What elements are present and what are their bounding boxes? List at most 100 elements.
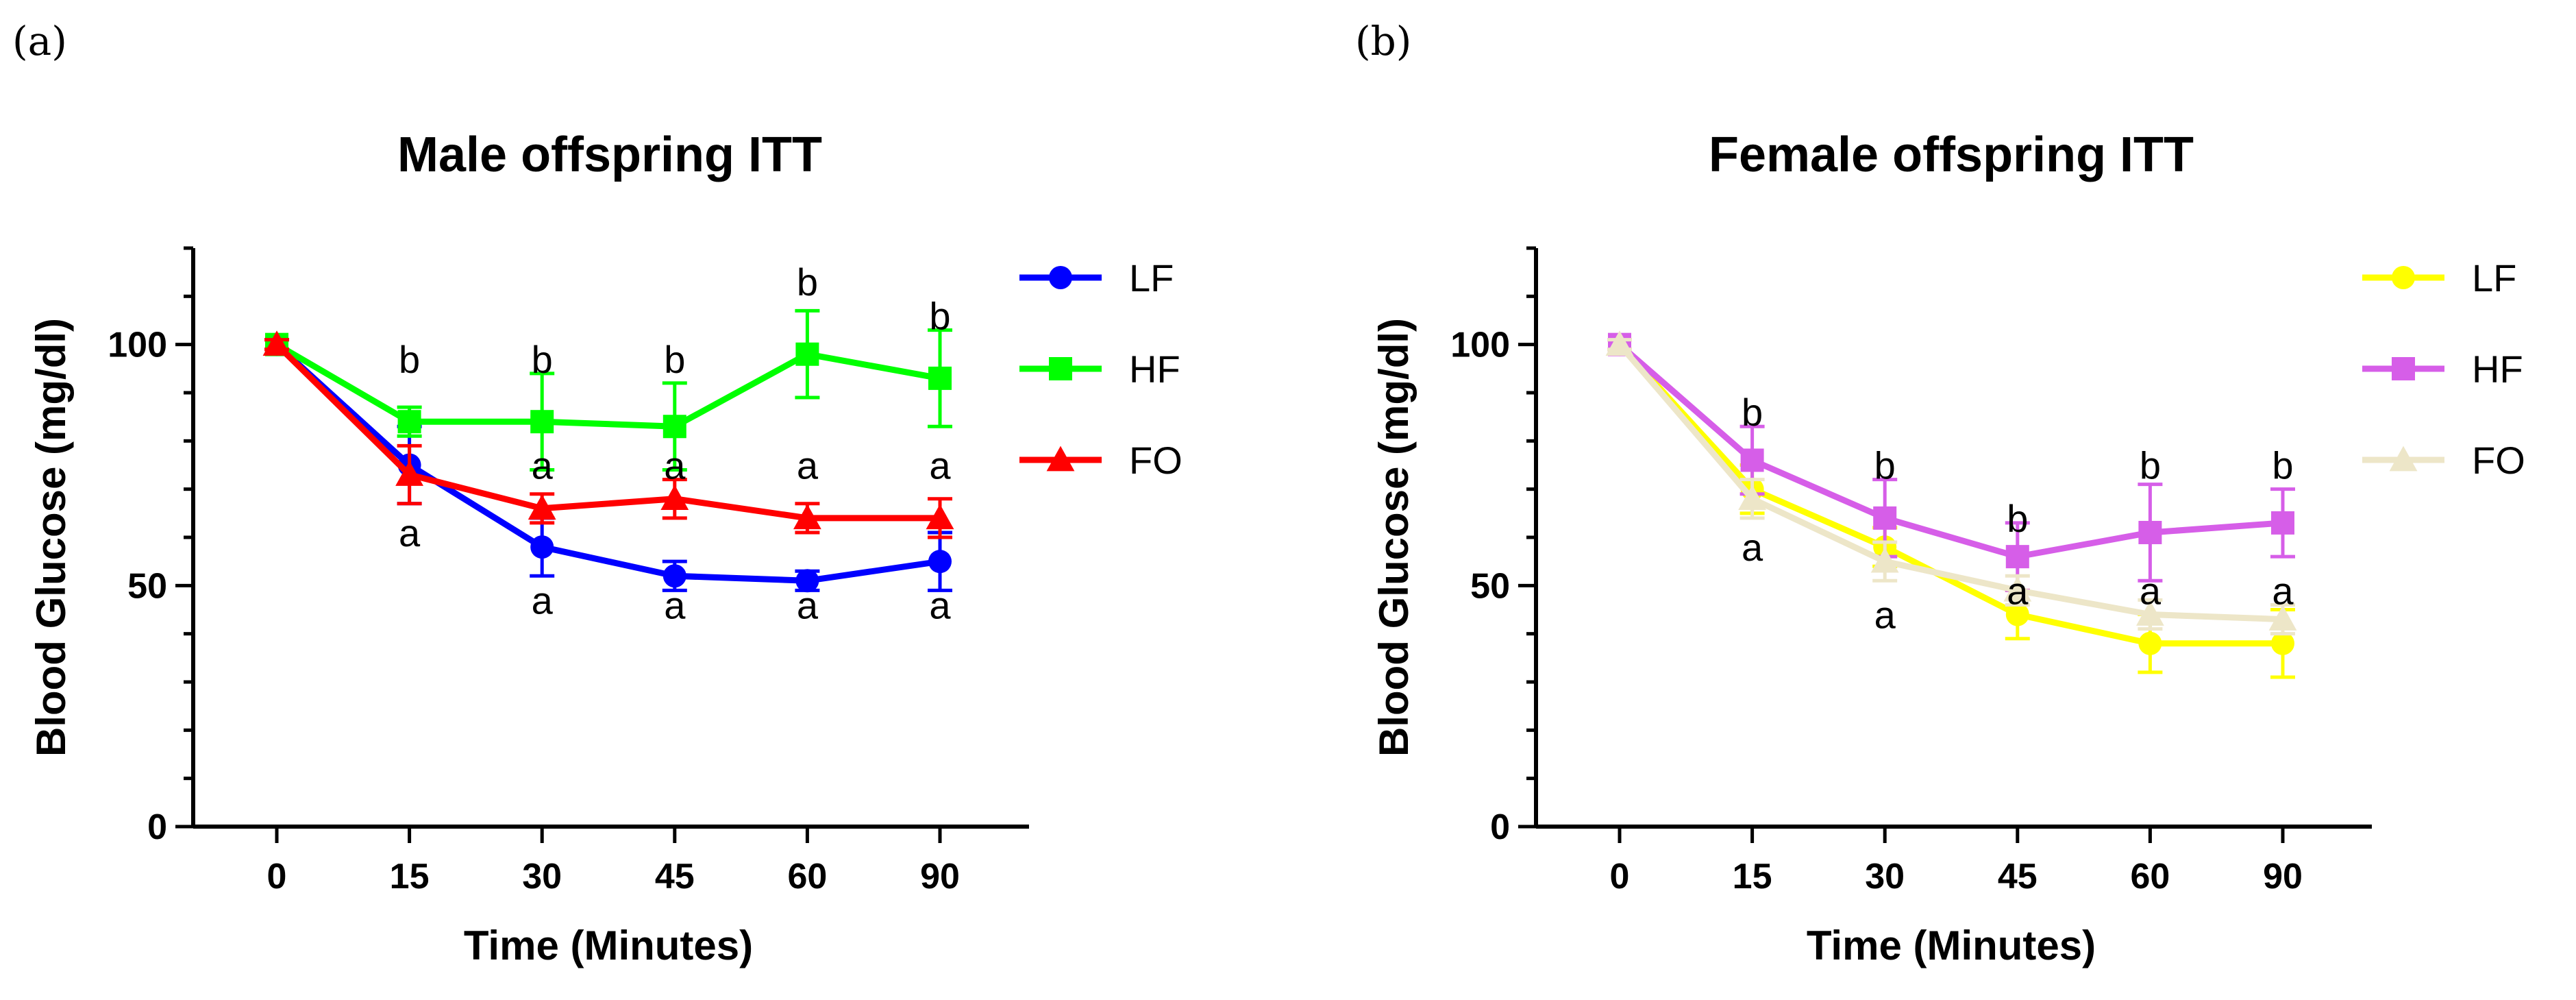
data-point bbox=[262, 330, 291, 356]
x-tick-label: 60 bbox=[787, 857, 827, 897]
significance-letter: b bbox=[1742, 391, 1763, 434]
significance-letter: a bbox=[797, 444, 819, 487]
x-tick-label: 30 bbox=[1865, 857, 1905, 897]
panel-male: (a) Male offspring ITT Blood Glucose (mg/d… bbox=[12, 18, 1182, 968]
data-point bbox=[662, 564, 686, 588]
data-point bbox=[795, 569, 819, 593]
significance-letter: a bbox=[1874, 594, 1896, 637]
series-fo bbox=[1605, 330, 2297, 636]
data-point bbox=[660, 485, 689, 511]
panel-label: (b) bbox=[1355, 18, 1411, 64]
x-tick-label: 15 bbox=[390, 857, 430, 897]
chart-title: Male offspring ITT bbox=[397, 127, 822, 182]
series-line bbox=[274, 342, 941, 584]
legend-label: LF bbox=[2472, 256, 2516, 300]
data-point bbox=[928, 550, 952, 574]
legend-marker bbox=[1049, 266, 1072, 289]
significance-letter: a bbox=[532, 578, 554, 622]
series-lf bbox=[1607, 332, 2295, 679]
data-point bbox=[2271, 631, 2294, 655]
x-tick-label: 0 bbox=[267, 857, 287, 897]
legend-label: FO bbox=[1129, 439, 1182, 482]
data-point bbox=[1870, 547, 1899, 573]
y-tick-label: 50 bbox=[127, 566, 167, 606]
significance-letter: a bbox=[2140, 569, 2162, 612]
y-axis-title: Blood Glucose (mg/dl) bbox=[1371, 318, 1417, 757]
x-tick-label: 90 bbox=[2263, 857, 2303, 897]
legend-label: HF bbox=[2472, 347, 2523, 391]
x-tick-label: 60 bbox=[2130, 857, 2170, 897]
data-point bbox=[530, 535, 554, 559]
x-axis-title: Time (Minutes) bbox=[1807, 923, 2096, 968]
legend-marker bbox=[2392, 357, 2415, 380]
significance-letter: a bbox=[2007, 569, 2029, 612]
data-point bbox=[793, 504, 821, 530]
data-point bbox=[2138, 520, 2162, 544]
x-axis-title: Time (Minutes) bbox=[464, 923, 753, 968]
x-tick-label: 15 bbox=[1733, 857, 1772, 897]
significance-letter: b bbox=[399, 338, 420, 381]
significance-letter: b bbox=[2007, 497, 2028, 540]
x-tick-label: 30 bbox=[522, 857, 562, 897]
data-point bbox=[395, 461, 423, 486]
data-point bbox=[2136, 600, 2164, 626]
data-point bbox=[2005, 545, 2029, 569]
significance-letter: b bbox=[664, 338, 685, 381]
data-point bbox=[2003, 576, 2032, 602]
data-point bbox=[2138, 631, 2162, 655]
data-point bbox=[1605, 330, 1634, 356]
series-lf bbox=[264, 332, 952, 593]
significance-letter: b bbox=[929, 294, 950, 337]
significance-letter: a bbox=[399, 511, 421, 554]
significance-letter: a bbox=[664, 583, 686, 626]
series-fo bbox=[262, 330, 954, 539]
series-line bbox=[274, 342, 940, 522]
legend-label: LF bbox=[1129, 256, 1174, 300]
series-line bbox=[1617, 342, 2283, 647]
significance-letter: b bbox=[2140, 444, 2161, 487]
legend-marker bbox=[2389, 446, 2418, 472]
x-tick-label: 45 bbox=[1998, 857, 2038, 897]
y-tick-label: 50 bbox=[1470, 566, 1510, 606]
legend-marker bbox=[1046, 446, 1075, 472]
y-tick-label: 100 bbox=[108, 326, 167, 365]
data-point bbox=[1738, 485, 1766, 511]
significance-letter: a bbox=[664, 444, 686, 487]
significance-letter: a bbox=[929, 583, 951, 626]
chart-title: Female offspring ITT bbox=[1709, 127, 2194, 182]
significance-letter: a bbox=[2272, 569, 2294, 612]
panel-female: (b) Female offspring ITT Blood Glucose (mg… bbox=[1355, 18, 2525, 968]
data-point bbox=[662, 415, 686, 439]
y-tick-label: 0 bbox=[147, 807, 167, 847]
y-tick-label: 0 bbox=[1490, 807, 1510, 847]
x-tick-label: 0 bbox=[1610, 857, 1630, 897]
series-line bbox=[275, 341, 941, 430]
data-point bbox=[2005, 602, 2029, 626]
significance-letter: b bbox=[2272, 444, 2293, 487]
significance-letter: b bbox=[1874, 444, 1896, 487]
data-point bbox=[795, 342, 819, 366]
legend-marker bbox=[2392, 266, 2415, 289]
data-point bbox=[926, 504, 954, 530]
x-tick-label: 90 bbox=[920, 857, 960, 897]
x-tick-label: 45 bbox=[655, 857, 695, 897]
significance-letter: b bbox=[797, 260, 818, 304]
significance-letter: a bbox=[532, 444, 554, 487]
significance-letter: b bbox=[532, 338, 553, 381]
significance-letter: a bbox=[929, 444, 951, 487]
significance-letter: a bbox=[797, 583, 819, 626]
significance-letter: a bbox=[1742, 526, 1763, 569]
data-point bbox=[2271, 511, 2294, 535]
data-point bbox=[530, 410, 554, 434]
legend-label: HF bbox=[1129, 347, 1180, 391]
series-line bbox=[1617, 342, 2283, 623]
legend-marker bbox=[1049, 357, 1072, 380]
data-point bbox=[928, 366, 952, 390]
data-point bbox=[397, 410, 421, 434]
panel-label: (a) bbox=[12, 18, 67, 64]
series-hf bbox=[1607, 332, 2295, 592]
data-point bbox=[2268, 605, 2297, 631]
series-line bbox=[1618, 342, 2283, 560]
data-point bbox=[528, 494, 556, 520]
